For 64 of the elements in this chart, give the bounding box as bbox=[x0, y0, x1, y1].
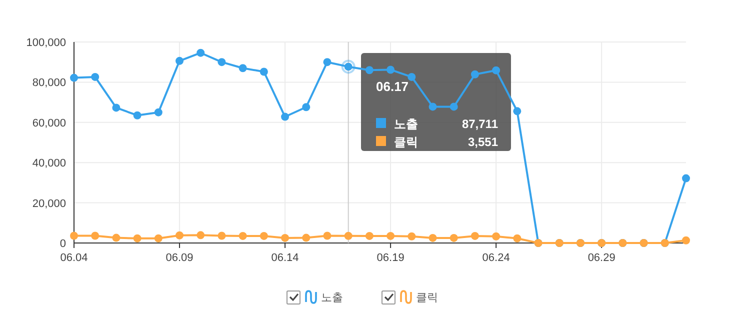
x-tick-label: 06.09 bbox=[166, 252, 194, 264]
point bbox=[492, 232, 500, 240]
point bbox=[91, 72, 100, 81]
point bbox=[281, 234, 290, 242]
point bbox=[386, 232, 395, 240]
point bbox=[112, 234, 120, 242]
point bbox=[260, 232, 268, 240]
point bbox=[154, 234, 162, 242]
annotation: 06.17 bbox=[376, 79, 409, 94]
point bbox=[302, 103, 310, 112]
x-tick-label: 06.04 bbox=[60, 252, 88, 264]
x-tick-label: 06.14 bbox=[271, 252, 299, 264]
y-tick-label: 20,000 bbox=[32, 198, 66, 210]
point bbox=[323, 58, 332, 66]
point bbox=[238, 232, 247, 240]
text: 클릭 bbox=[394, 135, 418, 149]
point bbox=[133, 234, 142, 242]
point bbox=[408, 72, 416, 81]
annotation: 3,551 bbox=[468, 135, 498, 149]
y-tick-label: 40,000 bbox=[32, 158, 66, 170]
point bbox=[154, 108, 162, 116]
point bbox=[450, 234, 458, 242]
point bbox=[470, 70, 479, 78]
point bbox=[112, 104, 120, 112]
y-tick-label: 100,000 bbox=[26, 37, 66, 49]
y-tick-label: 80,000 bbox=[32, 77, 66, 90]
point bbox=[682, 174, 690, 182]
point bbox=[281, 112, 290, 121]
point bbox=[218, 232, 226, 240]
point bbox=[70, 232, 78, 240]
point bbox=[386, 66, 395, 74]
point bbox=[365, 66, 374, 74]
point bbox=[238, 64, 247, 72]
point bbox=[428, 102, 437, 111]
x-tick-label: 06.24 bbox=[482, 252, 510, 264]
point bbox=[133, 111, 142, 120]
point bbox=[260, 68, 268, 76]
point bbox=[196, 231, 205, 240]
point bbox=[428, 234, 437, 242]
y-tick-label: 60,000 bbox=[32, 117, 66, 130]
point bbox=[513, 107, 522, 116]
point bbox=[682, 236, 690, 244]
legend-label: 노출 bbox=[394, 117, 418, 131]
x-tick-label: 06.29 bbox=[588, 252, 616, 264]
x-tick-label: 06.19 bbox=[376, 252, 404, 264]
point bbox=[323, 232, 332, 240]
point bbox=[176, 56, 184, 65]
point bbox=[302, 234, 310, 242]
point bbox=[218, 58, 226, 66]
point bbox=[365, 232, 374, 240]
point bbox=[513, 234, 522, 242]
point bbox=[91, 232, 100, 240]
point bbox=[408, 232, 416, 240]
point bbox=[70, 74, 78, 82]
annotation: 87,711 bbox=[462, 117, 498, 131]
point bbox=[470, 232, 479, 240]
legend-label: 클릭 bbox=[416, 292, 438, 304]
y-tick-label: 0 bbox=[60, 238, 66, 250]
point bbox=[176, 231, 184, 240]
point bbox=[196, 48, 205, 57]
point bbox=[344, 232, 352, 240]
text: 노출 bbox=[321, 292, 343, 304]
point bbox=[492, 66, 500, 74]
point bbox=[450, 102, 458, 111]
